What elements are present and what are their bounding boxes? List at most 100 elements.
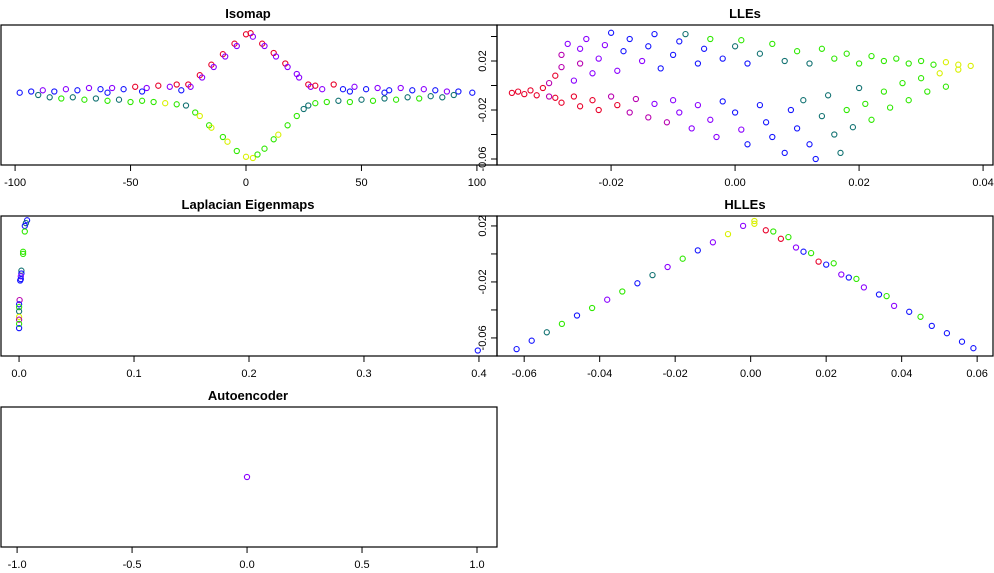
data-point	[386, 87, 393, 94]
x-tick-label: 0.02	[848, 177, 869, 189]
y-tick-label: 0.02	[477, 50, 489, 71]
data-point	[249, 33, 257, 40]
data-point	[270, 136, 277, 143]
data-point	[178, 87, 185, 94]
data-point	[849, 124, 857, 131]
data-point	[604, 296, 611, 303]
data-point	[917, 75, 925, 82]
data-point	[838, 271, 845, 278]
data-point	[104, 97, 111, 104]
data-point	[700, 45, 708, 52]
data-point	[275, 131, 282, 138]
data-point	[614, 67, 621, 74]
data-point	[450, 91, 457, 99]
x-tick-label: -50	[123, 177, 139, 189]
data-point	[272, 53, 280, 60]
data-point	[443, 88, 451, 95]
data-point	[192, 109, 199, 116]
data-point	[875, 291, 883, 298]
data-point	[392, 96, 400, 103]
data-point	[905, 60, 912, 67]
data-point	[906, 308, 913, 315]
data-point	[688, 125, 695, 132]
data-point	[455, 88, 462, 95]
data-point	[196, 112, 203, 120]
data-point	[694, 247, 701, 254]
data-point	[719, 55, 726, 62]
data-point	[404, 94, 411, 101]
data-point	[588, 304, 596, 312]
data-point	[781, 57, 788, 65]
data-point	[261, 42, 268, 50]
x-tick-label: 0.04	[972, 177, 993, 189]
data-point	[769, 40, 776, 48]
data-point	[818, 45, 826, 52]
data-point	[132, 83, 139, 90]
data-point	[558, 63, 565, 71]
data-point	[150, 98, 157, 106]
data-point	[17, 273, 24, 280]
data-point	[21, 228, 28, 235]
data-point	[381, 89, 388, 96]
data-point	[899, 79, 906, 87]
data-point	[295, 74, 303, 81]
data-point	[812, 155, 819, 163]
data-point	[545, 93, 553, 100]
chart-title: LLEs	[729, 6, 761, 21]
data-point	[233, 42, 240, 50]
x-tick-label: 0	[243, 177, 249, 189]
data-point	[15, 301, 23, 308]
data-point	[645, 43, 652, 50]
data-point	[942, 83, 950, 90]
data-point	[552, 72, 559, 79]
chart-title: Isomap	[225, 6, 271, 21]
data-point	[777, 235, 785, 242]
data-point	[818, 112, 826, 120]
data-point	[533, 92, 540, 99]
data-point	[807, 249, 815, 257]
data-point	[312, 82, 319, 89]
data-point	[770, 228, 777, 235]
data-point	[860, 284, 868, 291]
data-point	[679, 255, 686, 262]
data-point	[831, 131, 838, 138]
data-point	[576, 45, 584, 52]
data-point	[210, 63, 217, 71]
data-point	[243, 473, 251, 481]
data-point	[853, 275, 860, 283]
data-point	[69, 94, 76, 101]
data-point	[669, 97, 677, 104]
data-point	[806, 141, 813, 148]
data-point	[362, 86, 370, 93]
data-point	[601, 41, 609, 49]
data-point	[970, 345, 977, 352]
data-point	[724, 230, 732, 238]
data-point	[713, 133, 720, 141]
chart-title: Laplacian Eigenmaps	[182, 197, 315, 212]
data-point	[432, 87, 439, 94]
data-point	[787, 106, 795, 114]
data-point	[261, 145, 268, 152]
data-point	[880, 57, 888, 65]
data-point	[120, 86, 127, 93]
data-point	[254, 151, 261, 158]
points	[16, 30, 476, 162]
data-point	[528, 337, 535, 344]
data-point	[614, 101, 621, 109]
data-point	[374, 84, 381, 92]
data-point	[115, 96, 123, 103]
data-point	[917, 313, 924, 320]
data-point	[634, 280, 641, 287]
data-point	[16, 89, 23, 96]
data-point	[595, 106, 602, 114]
points	[513, 217, 977, 353]
data-point	[837, 149, 844, 157]
data-point	[731, 109, 739, 116]
data-point	[886, 104, 894, 111]
data-point	[182, 102, 190, 109]
data-point	[143, 84, 150, 92]
data-point	[955, 66, 962, 73]
x-tick-label: 1.0	[469, 559, 484, 571]
data-point	[924, 88, 931, 95]
data-point	[576, 60, 584, 67]
